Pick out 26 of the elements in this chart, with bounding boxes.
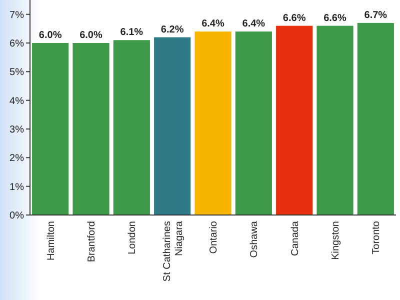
data-label: 6.7%	[364, 10, 388, 21]
data-label: 6.0%	[38, 30, 62, 41]
y-tick-label: 4%	[10, 96, 24, 107]
y-tick-label: 5%	[10, 67, 24, 78]
x-tick-label: Hamilton	[46, 221, 57, 260]
x-tick-label: Canada	[290, 220, 301, 256]
x-tick-label: Brantford	[86, 221, 98, 262]
x-tick-label: London	[127, 221, 138, 254]
y-tick-label: 7%	[10, 10, 24, 21]
x-tick-label: Ontario	[208, 220, 220, 254]
data-label: 6.1%	[120, 27, 144, 38]
data-label: 6.0%	[80, 30, 103, 41]
data-label: 6.6%	[324, 12, 347, 24]
data-label: 6.4%	[202, 18, 225, 30]
y-tick-label: 2%	[10, 153, 24, 164]
x-tick-label: Toronto	[371, 220, 382, 254]
data-label: 6.4%	[242, 18, 266, 30]
y-tick-label: 3%	[10, 124, 24, 136]
x-tick-label: Kingston	[330, 221, 342, 260]
x-tick-label: Oshawa	[249, 220, 260, 258]
data-label: 6.6%	[282, 12, 306, 24]
y-tick-label: 6%	[10, 38, 24, 50]
y-tick-label: 0%	[10, 210, 24, 222]
data-label: 6.2%	[160, 24, 184, 36]
y-tick-label: 1%	[10, 182, 24, 193]
x-tick-label: St Catharines Niagara	[162, 220, 185, 282]
